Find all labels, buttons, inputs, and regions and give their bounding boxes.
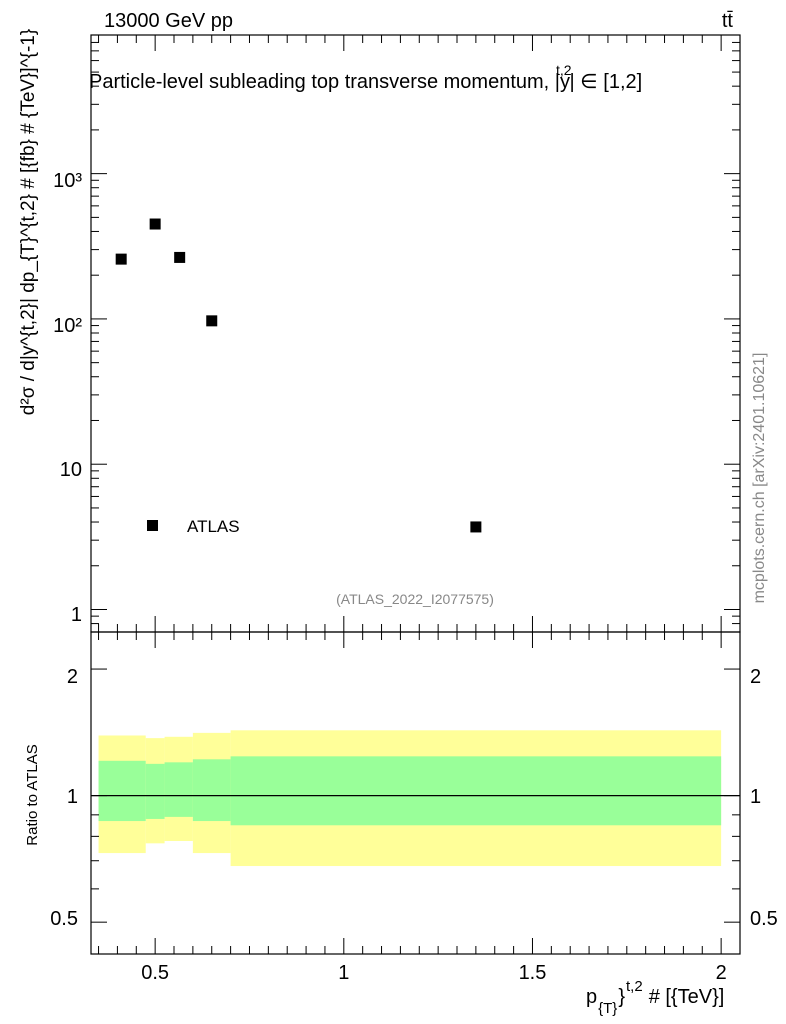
main-y-axis: [91, 34, 740, 633]
ratio-y-axis-label: Ratio to ATLAS: [24, 744, 41, 845]
xtick-label: 1.5: [519, 962, 547, 984]
data-point: [174, 251, 186, 263]
ratio-ytick-label-05-right: 0.5: [750, 908, 778, 930]
analysis-annotation: (ATLAS_2022_I2077575): [336, 591, 494, 607]
chart-title-sup: t,2: [556, 62, 572, 78]
data-point: [115, 253, 127, 265]
ratio-ytick-label-1-right: 1: [750, 786, 761, 808]
ratio-y-axis: [91, 668, 740, 923]
ratio-ytick-label-05-left: 0.5: [50, 908, 78, 930]
ratio-band-inner: [164, 762, 193, 817]
legend-marker: [147, 520, 158, 531]
energy-label: 13000 GeV pp: [104, 10, 233, 32]
chart-title-main: Particle-level subleading top transverse…: [89, 71, 570, 93]
ratio-band-inner: [145, 763, 165, 819]
source-side-label: mcplots.cern.ch [arXiv:2401.10621]: [751, 353, 768, 604]
main-x-ticks: [98, 35, 722, 632]
ratio-ytick-label-1-left: 1: [67, 786, 78, 808]
x-axis-label-brace: }: [618, 986, 625, 1008]
main-panel-frame: [90, 34, 741, 633]
xtick-label: 2: [716, 962, 727, 984]
xtick-label: 1: [338, 962, 349, 984]
x-axis-label-sub: {T}: [598, 1000, 617, 1017]
x-axis-label-sup: t,2: [626, 978, 643, 995]
main-ytick-label-1000: 10³: [53, 170, 82, 192]
data-point: [149, 218, 161, 230]
xtick-label: 0.5: [141, 962, 169, 984]
chart-title: Particle-level subleading top transverse…: [89, 62, 642, 93]
ratio-ytick-label-2-right: 2: [750, 666, 761, 688]
ratio-ytick-label-2-left: 2: [67, 666, 78, 688]
ratio-bands: [98, 730, 722, 867]
main-y-axis-label: d²σ / d|y^{t,2}| dp_{T}^{t,2} # [{fb} # …: [18, 29, 39, 415]
ratio-band-inner: [98, 760, 146, 822]
process-label: tt̄: [722, 10, 734, 32]
data-series-atlas: [115, 218, 482, 533]
main-ytick-label-1: 1: [71, 604, 82, 626]
ratio-x-axis: [98, 632, 722, 954]
main-ytick-label-100: 10²: [53, 315, 82, 337]
chart-title-range: | ∈ [1,2]: [570, 71, 643, 93]
ratio-band-inner: [192, 759, 231, 822]
x-axis-label-p: p: [586, 986, 597, 1008]
data-point: [206, 315, 218, 327]
x-axis-label: p{T}}t,2 # [{TeV}]: [586, 978, 724, 1017]
ratio-panel-frame: [90, 631, 741, 955]
legend-label: ATLAS: [187, 517, 240, 536]
ratio-band-inner: [230, 756, 722, 826]
main-ytick-label-10: 10: [60, 459, 82, 481]
data-point: [470, 521, 482, 533]
x-axis-label-unit: # [{TeV}]: [649, 986, 725, 1008]
